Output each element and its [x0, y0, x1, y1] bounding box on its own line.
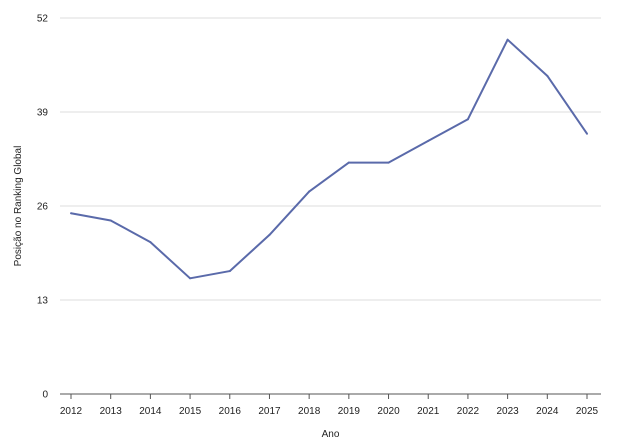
- data-point: [109, 219, 112, 222]
- data-point: [586, 132, 588, 135]
- series-group: [70, 38, 588, 280]
- x-tick-label: 2021: [417, 406, 440, 417]
- y-tick-label: 26: [37, 202, 49, 213]
- x-tick-label: 2016: [219, 406, 242, 417]
- x-tick-label: 2025: [576, 406, 599, 417]
- data-point: [347, 161, 350, 164]
- x-axis-title: Ano: [322, 429, 340, 440]
- x-tick-label: 2022: [457, 406, 480, 417]
- series-line: [70, 38, 588, 280]
- x-tick-label: 2020: [377, 406, 400, 417]
- y-axis-tick-labels: 0 13 26 39 52: [37, 14, 49, 401]
- data-point: [149, 241, 152, 244]
- data-point: [506, 38, 509, 41]
- x-tick-label: 2023: [496, 406, 519, 417]
- x-tick-label: 2014: [139, 406, 162, 417]
- y-tick-label: 0: [42, 390, 48, 401]
- y-tick-label: 39: [37, 108, 49, 119]
- x-tick-label: 2019: [338, 406, 361, 417]
- data-point: [427, 139, 430, 142]
- data-point: [466, 118, 469, 121]
- data-point: [70, 212, 72, 215]
- x-tick-label: 2024: [536, 406, 559, 417]
- data-point: [387, 161, 390, 164]
- data-point: [189, 277, 192, 280]
- y-gridlines: [60, 17, 601, 301]
- data-point: [308, 190, 311, 193]
- x-tick-label: 2012: [60, 406, 83, 417]
- x-axis-ticks: 2012 2013 2014 2015 2016 2017 2018 2019 2020 2021…: [60, 394, 599, 417]
- x-tick-label: 2017: [258, 406, 281, 417]
- y-axis-title: Posição no Ranking Global: [13, 146, 24, 267]
- x-tick-label: 2013: [100, 406, 123, 417]
- y-tick-label: 52: [37, 14, 49, 25]
- x-tick-label: 2015: [179, 406, 202, 417]
- data-point: [268, 233, 271, 236]
- x-tick-label: 2018: [298, 406, 321, 417]
- y-tick-label: 13: [37, 296, 49, 307]
- data-point: [228, 270, 231, 273]
- data-point: [546, 74, 549, 77]
